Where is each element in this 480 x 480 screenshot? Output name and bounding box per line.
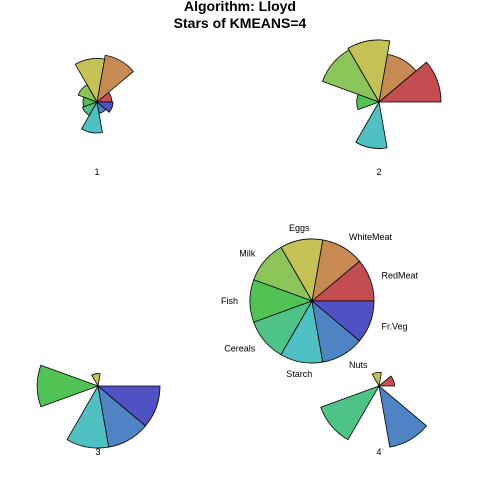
key-label-whitemeat: WhiteMeat xyxy=(349,232,393,242)
key-label-milk: Milk xyxy=(239,248,255,258)
star-3: 3 xyxy=(36,364,161,457)
star-1: 1 xyxy=(74,54,134,177)
segment-fish xyxy=(36,364,100,408)
segment-starch xyxy=(80,100,103,134)
stars-layer: 1 2 3 4 xyxy=(36,39,442,457)
segment-eggs xyxy=(74,58,106,104)
segment-whitemeat xyxy=(96,54,134,104)
segment-milk xyxy=(321,49,380,103)
chart-subtitle: Stars of KMEANS=4 xyxy=(174,15,307,31)
star-label: 1 xyxy=(94,167,99,177)
star-label: 2 xyxy=(376,167,381,177)
segment-redmeat xyxy=(377,61,442,103)
star-label: 4 xyxy=(376,447,381,457)
key-star: RedMeat WhiteMeat Eggs Milk Fish Cereals Starc… xyxy=(221,223,419,379)
key-label-redmeat: RedMeat xyxy=(382,271,419,281)
key-label-nuts: Nuts xyxy=(349,360,368,370)
segment-milk xyxy=(77,84,98,103)
key-label-cereals: Cereals xyxy=(224,344,256,354)
star-2: 2 xyxy=(321,39,442,177)
segment-eggs xyxy=(91,373,101,388)
star-label: 3 xyxy=(95,447,100,457)
segment-nuts xyxy=(378,384,428,448)
key-label-starch: Starch xyxy=(286,369,312,379)
segment-redmeat xyxy=(377,375,395,387)
segment-fish xyxy=(356,93,381,111)
segment-eggs xyxy=(371,371,382,388)
key-label-fish: Fish xyxy=(221,296,238,306)
key-label-fr-veg: Fr.Veg xyxy=(382,321,408,331)
segment-cereals xyxy=(320,385,380,441)
segment-fr-veg xyxy=(95,101,114,113)
chart-title: Algorithm: Lloyd xyxy=(184,0,296,14)
key-segment-fr-veg xyxy=(310,300,375,342)
segment-fr-veg xyxy=(96,385,161,427)
segment-starch xyxy=(355,100,388,149)
star-4: 4 xyxy=(320,371,428,457)
segment-eggs xyxy=(347,39,391,104)
key-label-eggs: Eggs xyxy=(289,223,310,233)
